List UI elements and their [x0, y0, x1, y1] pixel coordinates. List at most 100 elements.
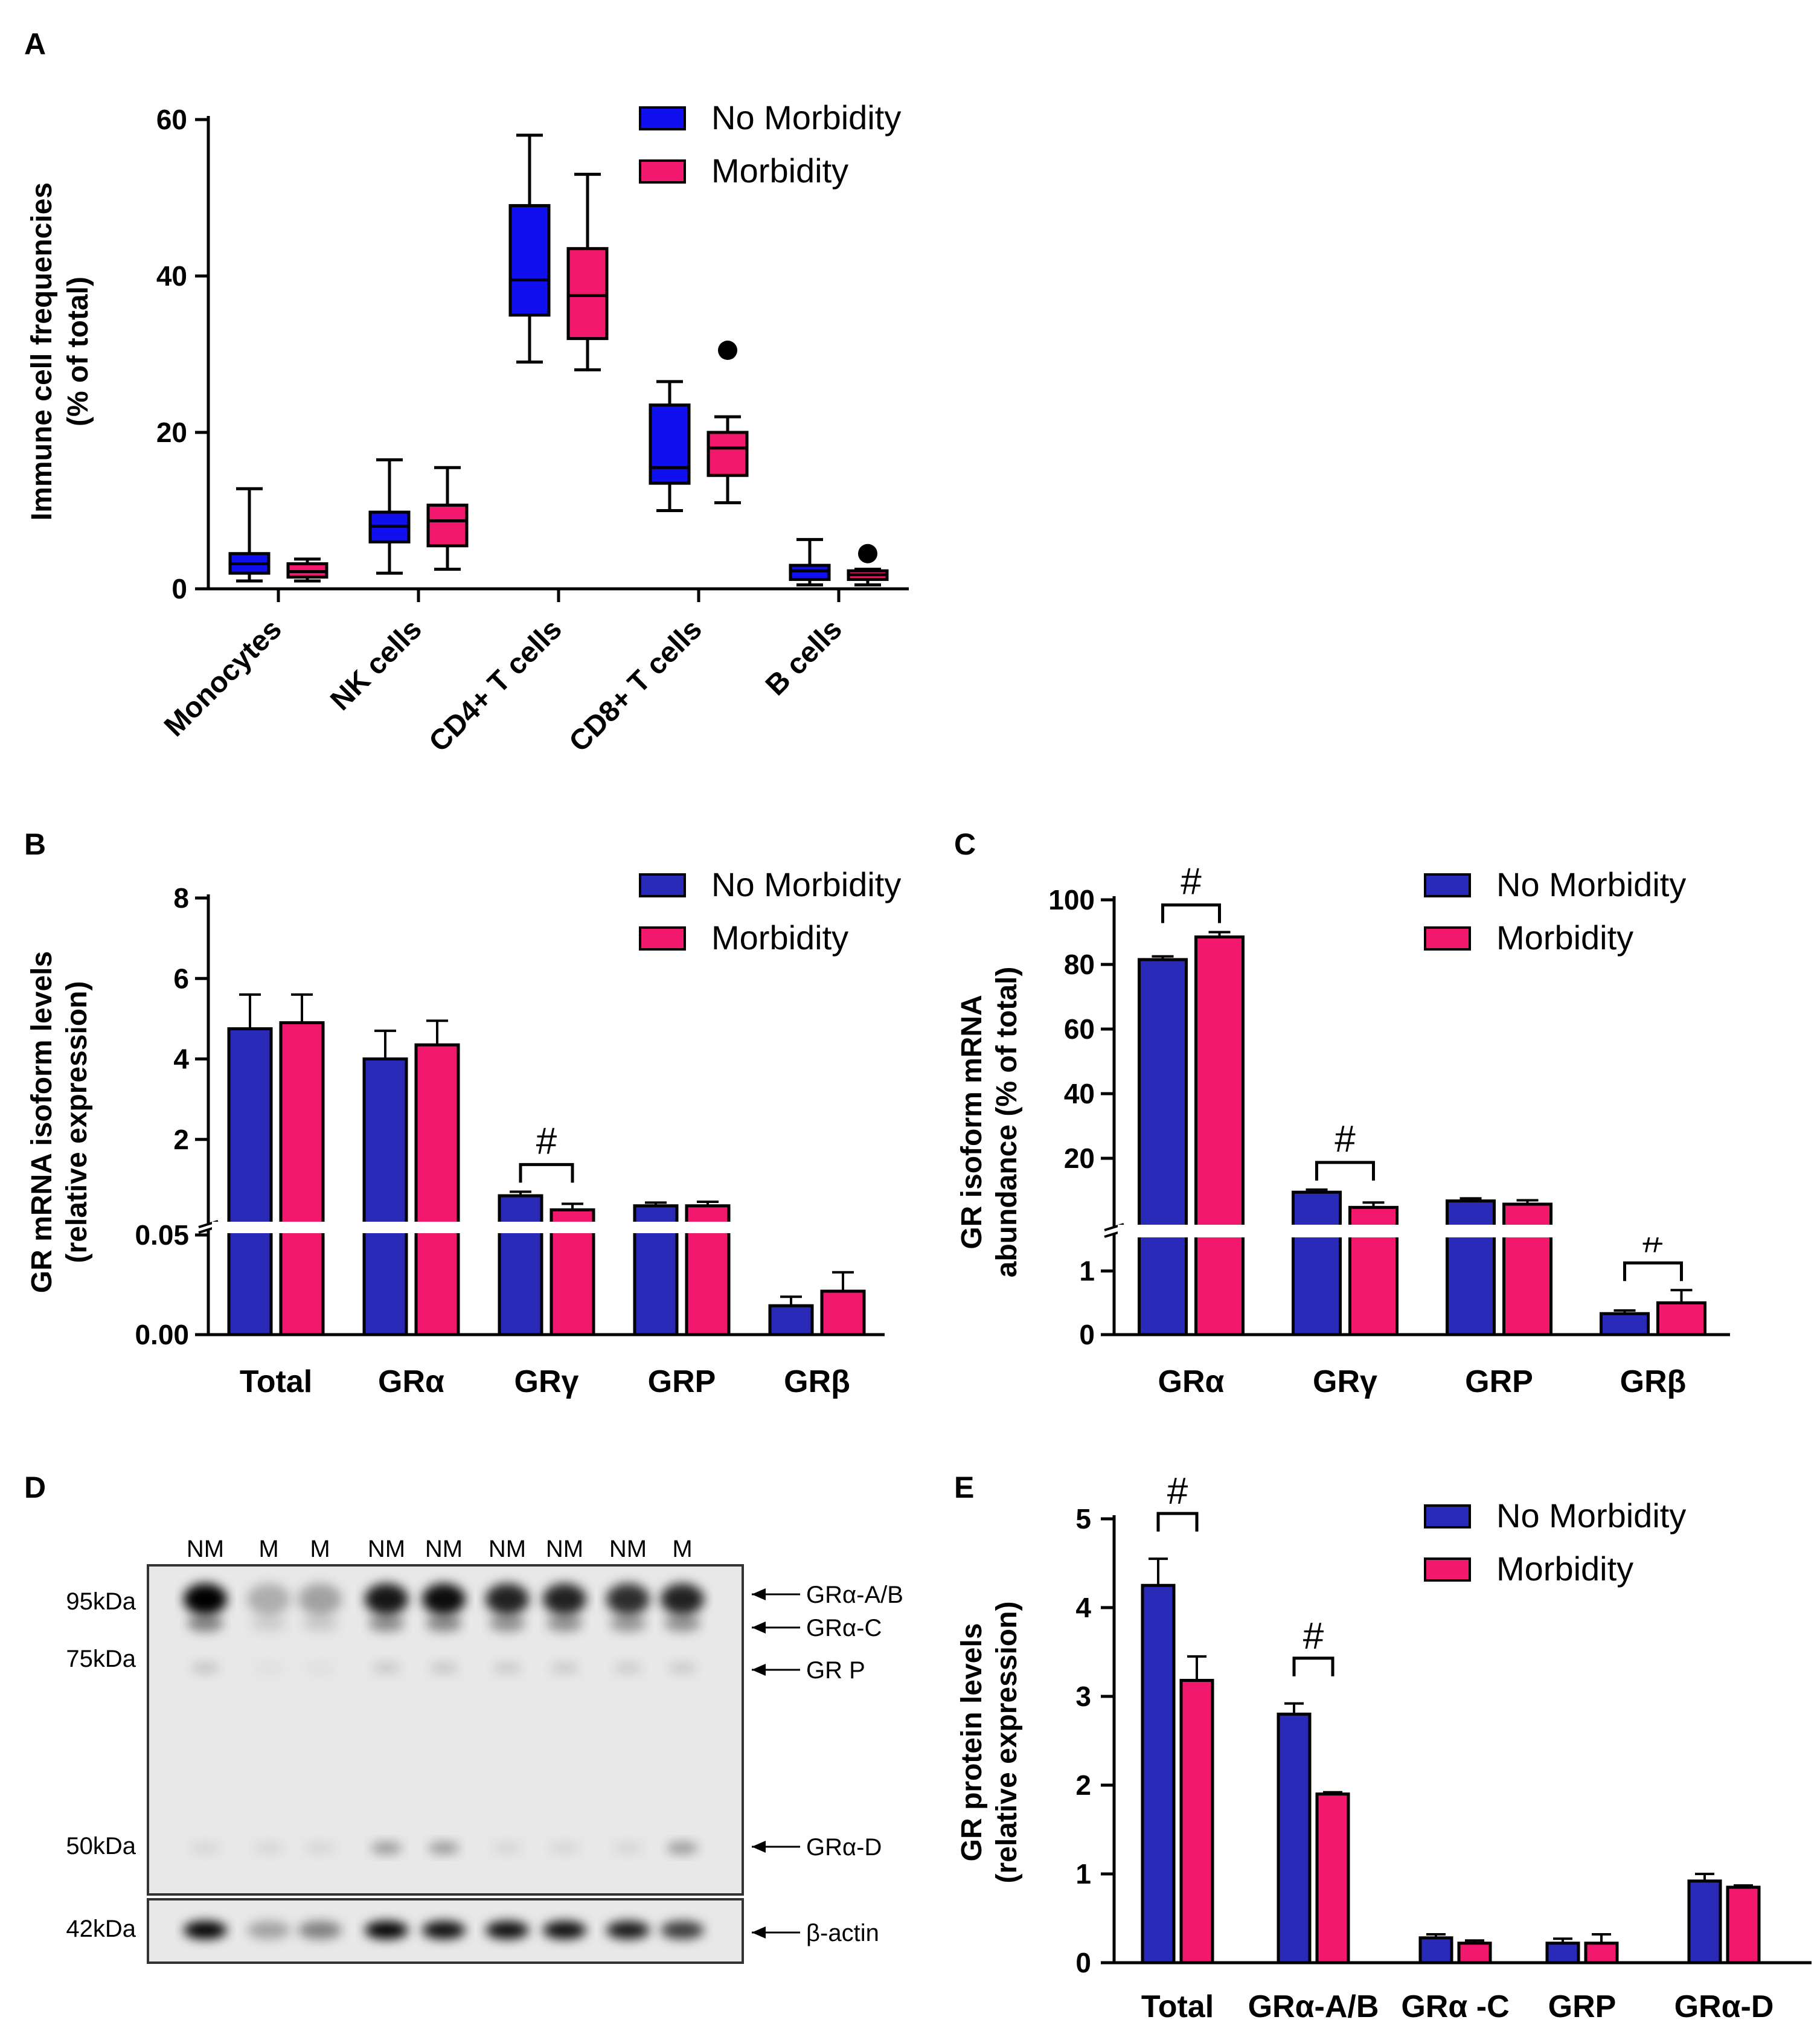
- box-body: [707, 431, 749, 477]
- band-gra-d: [492, 1842, 523, 1854]
- legend-swatch-no-morbidity: [639, 873, 686, 897]
- x-category-label-b: Total: [240, 1364, 312, 1399]
- panel-label-e: E: [954, 1471, 974, 1504]
- panel-e: E 0 1 2 3 4 5 GR protein levels (relative expres…: [954, 1471, 1812, 2024]
- band-gra-ab: [298, 1583, 342, 1615]
- y-tick-label-c: 0: [1079, 1319, 1095, 1350]
- band-arrow-head: [752, 1841, 766, 1853]
- band-beta-actin: [365, 1921, 408, 1939]
- band-gra-d: [371, 1842, 402, 1854]
- bar-rect: [1141, 1583, 1176, 1965]
- bar-no-morbidity: [1418, 1933, 1453, 1965]
- legend-label-no-morbidity: No Morbidity: [1496, 1496, 1686, 1535]
- lane-label: NM: [609, 1536, 647, 1562]
- y-tick-label-e: 5: [1075, 1503, 1091, 1535]
- x-category-label-e: GRP: [1548, 1989, 1617, 2024]
- band-label: GRα-A/B: [806, 1582, 903, 1608]
- significance-marker: #: [1335, 1118, 1356, 1160]
- bar-no-morbidity: [362, 1029, 408, 1336]
- band-gr-p: [429, 1662, 458, 1674]
- band-gra-ab: [422, 1583, 466, 1615]
- bar-no-morbidity: [1277, 1702, 1312, 1965]
- bar-rect: [1179, 1679, 1214, 1965]
- bar-no-morbidity: [1138, 955, 1188, 1336]
- y-tick-label-b: 6: [173, 963, 189, 994]
- bar-rect: [1545, 1942, 1580, 1965]
- significance-marker: #: [1181, 861, 1202, 903]
- bar-no-morbidity: [1687, 1873, 1722, 1965]
- box-body: [649, 403, 691, 485]
- bar-rect: [1138, 958, 1188, 1336]
- band-arrow-head: [752, 1664, 766, 1676]
- band-beta-actin: [247, 1921, 290, 1939]
- panel-c: C 20 40 60 80 100 0 1 GR isoform mRNA abundance (…: [954, 827, 1734, 1399]
- legend-swatch-morbidity: [1424, 1557, 1471, 1582]
- y-axis-title-line-1: Immune cell frequencies: [26, 182, 58, 521]
- bar-rect: [1726, 1885, 1761, 1965]
- band-gra-c: [251, 1615, 287, 1632]
- panel-label-a: A: [24, 27, 46, 61]
- bar-morbidity: [1726, 1884, 1761, 1965]
- band-gr-p: [493, 1662, 522, 1674]
- lane-label: NM: [187, 1536, 224, 1562]
- panel-label-c: C: [954, 827, 976, 861]
- legend-swatch-morbidity: [1424, 926, 1471, 951]
- band-gra-c: [610, 1615, 646, 1632]
- x-category-label-e: Total: [1141, 1989, 1214, 2024]
- lane-label: NM: [425, 1536, 463, 1562]
- band-beta-actin: [606, 1921, 650, 1939]
- y-axis-title-c: GR isoform mRNA abundance (% of total): [956, 967, 1023, 1278]
- mw-marker-label: 50kDa: [66, 1833, 136, 1859]
- band-gra-ab: [485, 1583, 529, 1615]
- band-label: β-actin: [806, 1920, 879, 1946]
- bar-rect: [1502, 1202, 1552, 1336]
- bar-rect: [279, 1021, 325, 1336]
- x-category-label-c: GRα: [1158, 1364, 1225, 1399]
- band-gr-p: [668, 1662, 697, 1674]
- band-gra-c: [368, 1615, 405, 1632]
- mw-marker-label: 95kDa: [66, 1588, 136, 1615]
- band-beta-actin: [422, 1921, 466, 1939]
- y-tick-label-e: 4: [1075, 1592, 1091, 1623]
- significance-bracket: [1315, 1161, 1375, 1181]
- legend-label-morbidity: Morbidity: [711, 152, 848, 190]
- legend-swatch-no-morbidity: [1424, 1504, 1471, 1528]
- y-tick-label-b: 2: [173, 1124, 189, 1155]
- y-tick-label-c: 40: [1064, 1078, 1095, 1109]
- bar-no-morbidity: [768, 1295, 814, 1336]
- band-gra-c: [426, 1615, 462, 1632]
- legend-swatch-morbidity: [639, 159, 686, 184]
- y-tick-label-b: 0.05: [135, 1219, 189, 1251]
- band-gra-c: [664, 1615, 700, 1632]
- band-gra-d: [612, 1842, 644, 1854]
- y-tick-label-b: 4: [173, 1044, 189, 1075]
- band-gra-ab: [247, 1583, 290, 1615]
- band-gra-c: [546, 1615, 583, 1632]
- y-tick-label-c: 60: [1064, 1013, 1095, 1045]
- box-morbidity: [566, 173, 609, 371]
- y-axis-title-a: Immune cell frequencies (% of total): [26, 182, 94, 521]
- band-gr-p: [372, 1662, 401, 1674]
- box-morbidity: [707, 341, 749, 505]
- bar-rect: [768, 1304, 814, 1336]
- box-no-morbidity: [789, 537, 831, 587]
- bar-rect: [820, 1289, 866, 1336]
- band-gra-c: [187, 1615, 223, 1632]
- band-gr-p: [306, 1662, 335, 1674]
- bar-morbidity: [1179, 1655, 1214, 1965]
- mw-marker-label: 75kDa: [66, 1646, 136, 1672]
- y-axis-title-line-1: GR mRNA isoform levels: [26, 951, 58, 1293]
- bar-rect: [1194, 935, 1245, 1336]
- band-arrow-head: [752, 1588, 766, 1600]
- panel-label-d: D: [24, 1471, 46, 1504]
- bar-rect: [1277, 1712, 1312, 1965]
- bar-rect: [1315, 1792, 1350, 1965]
- y-axis-title-line-2: abundance (% of total): [991, 967, 1023, 1278]
- band-gra-d: [253, 1842, 284, 1854]
- lane-label: M: [310, 1536, 330, 1562]
- legend-label-no-morbidity: No Morbidity: [711, 865, 901, 903]
- x-category-label-c: GRγ: [1313, 1364, 1377, 1399]
- band-gr-p: [550, 1662, 579, 1674]
- bar-morbidity: [279, 993, 325, 1336]
